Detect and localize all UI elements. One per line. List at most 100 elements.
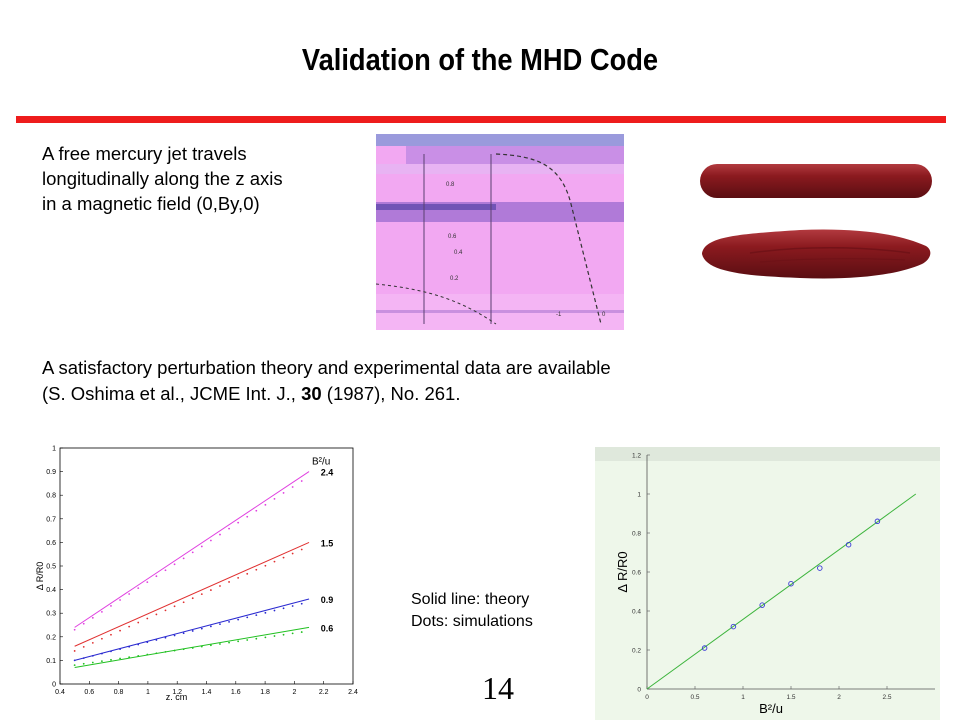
chart1-sim-dot (73, 650, 76, 652)
chart1-sim-dot (200, 627, 203, 630)
jet-unperturbed (700, 164, 932, 198)
intro-line-2: longitudinally along the z axis (42, 168, 283, 189)
chart1-sim-dot (173, 605, 176, 608)
chart1-sim-dot (228, 620, 230, 623)
chart1-sim-dot (219, 623, 221, 626)
chart-dr-vs-b2u: 0 0.5 1 1.5 2 2.5 0 0.2 0.4 0.6 0.8 1 1.2 B²/u Δ R/R0 (595, 447, 940, 720)
chart1-sim-dot (255, 637, 258, 640)
chart1-sim-dot (237, 576, 240, 579)
chart1-sim-dot (164, 636, 167, 639)
chart2-ytick-label: 0.8 (632, 531, 641, 538)
chart1-sim-dot (110, 633, 112, 636)
chart1-sim-dot (300, 480, 303, 482)
chart1-sim-dot (119, 599, 121, 601)
chart1-sim-dot (128, 656, 131, 659)
chart1-sim-dot (191, 647, 194, 649)
inset-tick-06: 0.6 (448, 234, 457, 240)
chart1-sim-dot (128, 645, 131, 648)
chart1-xtick-label: 0.6 (84, 689, 94, 696)
chart2-ytick-label: 1 (637, 492, 641, 499)
chart1-sim-dot (282, 556, 285, 559)
chart2-xtick-label: 1.5 (786, 694, 795, 701)
chart1-sim-dot (228, 527, 230, 530)
chart1-ytick-label: 0.6 (46, 540, 56, 547)
chart1-sim-dot (146, 581, 149, 584)
chart1-sim-dot (91, 641, 94, 644)
legend-dots: Dots: simulations (411, 613, 533, 630)
chart1-sim-dot (300, 548, 303, 551)
chart1-sim-dot (182, 601, 185, 604)
chart1-sim-dot (173, 563, 176, 566)
chart1-sim-dot (155, 652, 158, 655)
chart1-sim-dot (182, 648, 185, 651)
chart1-sim-dot (264, 564, 267, 567)
chart2-sim-point (817, 565, 823, 571)
chart1-sim-dot (82, 622, 85, 625)
chart1-sim-dot (291, 632, 294, 635)
chart1-sim-dot (264, 503, 267, 506)
chart1-sim-dot (264, 611, 267, 614)
chart1-sim-dot (82, 657, 85, 660)
chart1-sim-dot (146, 653, 149, 656)
chart1-sim-dot (82, 646, 85, 648)
chart1-legend-title: B²/u (312, 457, 330, 468)
jet-renderings (700, 164, 932, 279)
chart1-xtick-label: 1.6 (231, 689, 241, 696)
chart1-sim-dot (91, 654, 94, 657)
chart1-sim-dot (164, 569, 167, 572)
chart1-sim-dot (119, 648, 121, 650)
chart1-sim-dot (246, 639, 249, 641)
inset-tick-08: 0.8 (446, 182, 455, 188)
chart1-sim-dot (273, 609, 276, 612)
chart1-sim-dot (182, 632, 185, 635)
chart2-xlabel: B²/u (759, 701, 783, 716)
chart1-sim-dot (228, 581, 230, 583)
chart2-toolbar-strip (595, 447, 940, 461)
chart1-sim-dot (82, 662, 85, 665)
chart1-sim-dot (146, 641, 149, 644)
intro-line-3: in a magnetic field (0,By,0) (42, 193, 260, 214)
reference-line-1: A satisfactory perturbation theory and e… (42, 357, 611, 378)
simulation-snapshot: 0.8 0.6 0.4 0.2 -1 0 (376, 134, 624, 330)
chart1-xtick-label: 2.4 (348, 689, 358, 696)
chart1-sim-dot (291, 486, 294, 488)
chart1-ytick-label: 0.9 (46, 469, 56, 476)
chart2-sim-point (874, 518, 881, 525)
intro-text: A free mercury jet travels longitudinall… (42, 141, 283, 216)
chart2-sim-point (759, 602, 765, 608)
chart1-sim-dot (173, 634, 176, 637)
chart2-theory-line (646, 493, 917, 690)
chart1-sim-dot (255, 568, 258, 571)
chart1-sim-dot (155, 639, 158, 641)
chart1-sim-dot (209, 539, 212, 542)
chart1-theory-line-1.5 (74, 541, 310, 647)
chart2-xtick-label: 0.5 (690, 694, 699, 701)
chart1-sim-dot (282, 607, 285, 610)
chart1-series-label-2.4: 2.4 (321, 468, 334, 478)
chart2-ytick-label: 0.2 (632, 648, 641, 655)
inset-tick-04: 0.4 (454, 250, 463, 256)
chart1-ytick-label: 1 (52, 446, 56, 453)
chart1-sim-dot (237, 640, 240, 643)
chart2-xtick-label: 1 (741, 694, 745, 701)
chart1-sim-dot (255, 509, 258, 512)
chart1-sim-dot (237, 521, 240, 524)
chart1-sim-dot (200, 593, 203, 596)
chart1-sim-dot (246, 515, 249, 518)
chart1-xtick-label: 1 (146, 689, 150, 696)
reference-suffix: (1987), No. 261. (321, 383, 461, 404)
chart1-ytick-label: 0.2 (46, 634, 56, 641)
chart2-ytick-label: 0 (637, 687, 641, 694)
chart1-sim-dot (219, 533, 221, 536)
chart1-ytick-label: 0.5 (46, 564, 56, 571)
chart1-sim-dot (273, 635, 276, 637)
chart1-sim-dot (100, 610, 103, 613)
inset-tick-02: 0.2 (450, 276, 459, 282)
chart1-sim-dot (246, 616, 249, 619)
chart1-sim-dot (219, 643, 221, 645)
chart1-sim-dot (73, 659, 76, 662)
chart1-sim-dot (137, 643, 140, 646)
chart2-ylabel: Δ R/R0 (615, 551, 630, 592)
reference-volume: 30 (301, 383, 322, 404)
title-divider (16, 116, 946, 123)
